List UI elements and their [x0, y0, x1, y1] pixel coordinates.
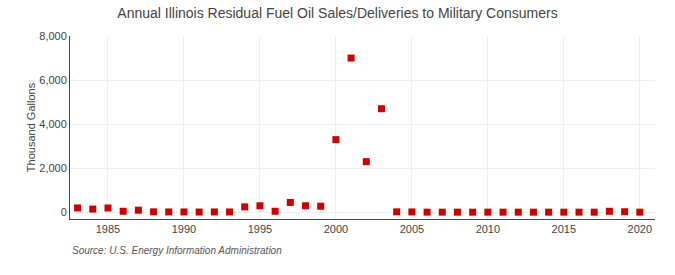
svg-text:Annual Illinois Residual Fuel: Annual Illinois Residual Fuel Oil Sales/… — [117, 5, 557, 21]
svg-text:4,000: 4,000 — [39, 118, 67, 130]
svg-text:1990: 1990 — [172, 223, 196, 235]
svg-text:2010: 2010 — [476, 223, 500, 235]
svg-text:1985: 1985 — [96, 223, 120, 235]
svg-text:1995: 1995 — [248, 223, 272, 235]
svg-text:8,000: 8,000 — [39, 30, 67, 42]
svg-text:2015: 2015 — [552, 223, 576, 235]
svg-text:2,000: 2,000 — [39, 162, 67, 174]
svg-text:2005: 2005 — [400, 223, 424, 235]
svg-text:6,000: 6,000 — [39, 74, 67, 86]
svg-text:2020: 2020 — [628, 223, 652, 235]
svg-text:0: 0 — [61, 206, 67, 218]
svg-text:Thousand Gallons: Thousand Gallons — [25, 82, 37, 172]
svg-text:2000: 2000 — [324, 223, 348, 235]
svg-text:Source: U.S. Energy Informatio: Source: U.S. Energy Information Administ… — [72, 245, 282, 256]
